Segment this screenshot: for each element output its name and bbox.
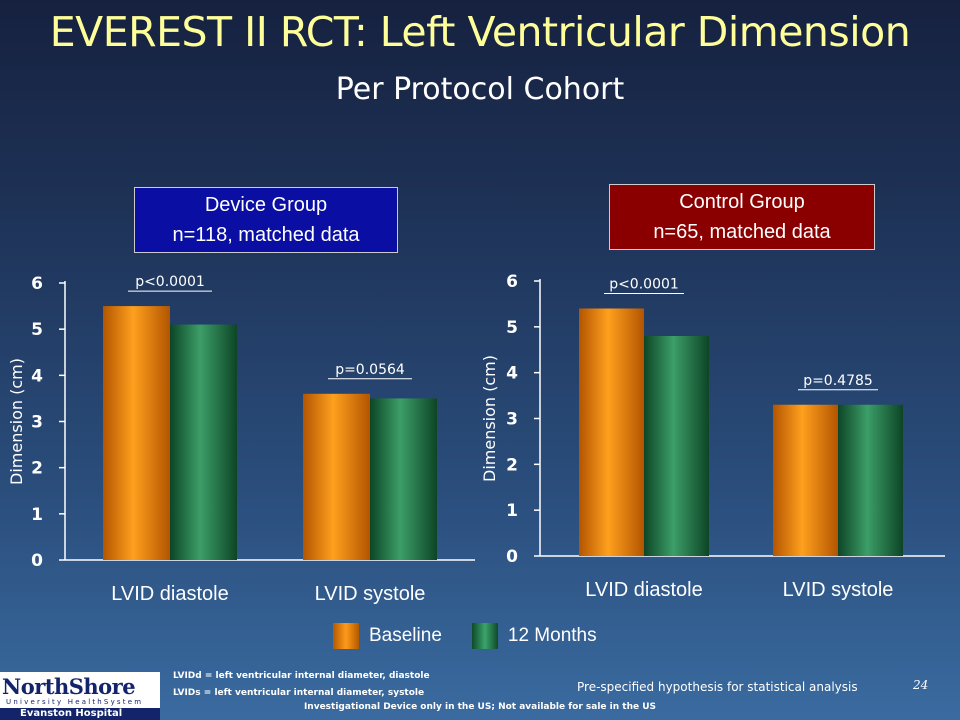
legend-baseline: Baseline xyxy=(333,623,442,649)
device-group-label: Device Group xyxy=(204,194,328,216)
y-tick-label: 0 xyxy=(506,547,518,567)
y-tick-label: 4 xyxy=(31,366,43,386)
bar-baseline xyxy=(579,308,644,556)
bar-12months xyxy=(838,404,903,556)
legend-12months-label: 12 Months xyxy=(507,625,597,646)
chart-legend: Baseline 12 Months xyxy=(333,622,627,650)
p-value-label: p<0.0001 xyxy=(135,274,205,290)
y-tick-label: 3 xyxy=(31,413,43,433)
control-group-label: Control Group xyxy=(679,191,805,213)
legend-12months: 12 Months xyxy=(471,623,597,649)
x-category-label: LVID systole xyxy=(783,579,894,601)
logo-hospital-bar: Evanston Hospital xyxy=(0,708,160,720)
bar-12months xyxy=(170,324,237,560)
footnotes: LVIDd = left ventricular internal diamet… xyxy=(173,668,430,702)
y-tick-label: 2 xyxy=(506,455,518,475)
footnote-lvids: LVIDs = left ventricular internal diamet… xyxy=(173,688,425,698)
y-axis-label: Dimension (cm) xyxy=(480,355,499,482)
x-category-label: LVID diastole xyxy=(111,583,228,605)
legend-baseline-label: Baseline xyxy=(369,625,442,646)
legend-12months-swatch xyxy=(471,623,498,649)
y-tick-label: 0 xyxy=(31,551,43,571)
y-tick-label: 1 xyxy=(31,505,43,525)
x-category-label: LVID diastole xyxy=(585,579,702,601)
bar-baseline xyxy=(303,393,370,560)
slide-number: 24 xyxy=(913,678,929,692)
bar-12months xyxy=(644,336,709,556)
y-tick-label: 6 xyxy=(506,272,518,292)
y-tick-label: 5 xyxy=(31,320,43,340)
hypothesis-note: Pre-specified hypothesis for statistical… xyxy=(577,680,858,694)
footnote-lvidd: LVIDd = left ventricular internal diamet… xyxy=(173,671,430,681)
logo-sub-text: University HealthSystem xyxy=(6,698,144,706)
logo-main-text: NorthShore xyxy=(2,674,136,699)
y-tick-label: 6 xyxy=(31,274,43,294)
control-group-n: n=65, matched data xyxy=(653,221,831,243)
bar-baseline xyxy=(773,404,838,556)
device-group-n: n=118, matched data xyxy=(172,224,360,246)
x-category-label: LVID systole xyxy=(315,583,426,605)
bar-12months xyxy=(370,398,437,560)
p-value-label: p<0.0001 xyxy=(609,277,679,293)
y-axis-label: Dimension (cm) xyxy=(7,358,26,485)
y-tick-label: 2 xyxy=(31,459,43,479)
y-tick-label: 3 xyxy=(506,410,518,430)
y-tick-label: 1 xyxy=(506,501,518,521)
bar-baseline xyxy=(103,306,170,560)
p-value-label: p=0.4785 xyxy=(803,373,873,389)
legend-baseline-swatch xyxy=(333,623,359,649)
device-group-box: Device Group n=118, matched data xyxy=(134,187,398,253)
y-tick-label: 5 xyxy=(506,318,518,338)
slide-title: EVEREST II RCT: Left Ventricular Dimensi… xyxy=(49,8,911,56)
northshore-logo: NorthShore University HealthSystem Evans… xyxy=(0,672,160,720)
control-group-box: Control Group n=65, matched data xyxy=(609,184,875,250)
p-value-label: p=0.0564 xyxy=(335,362,405,378)
disclaimer: Investigational Device only in the US; N… xyxy=(303,702,657,712)
slide-subtitle: Per Protocol Cohort xyxy=(335,72,625,107)
y-tick-label: 4 xyxy=(506,364,518,384)
